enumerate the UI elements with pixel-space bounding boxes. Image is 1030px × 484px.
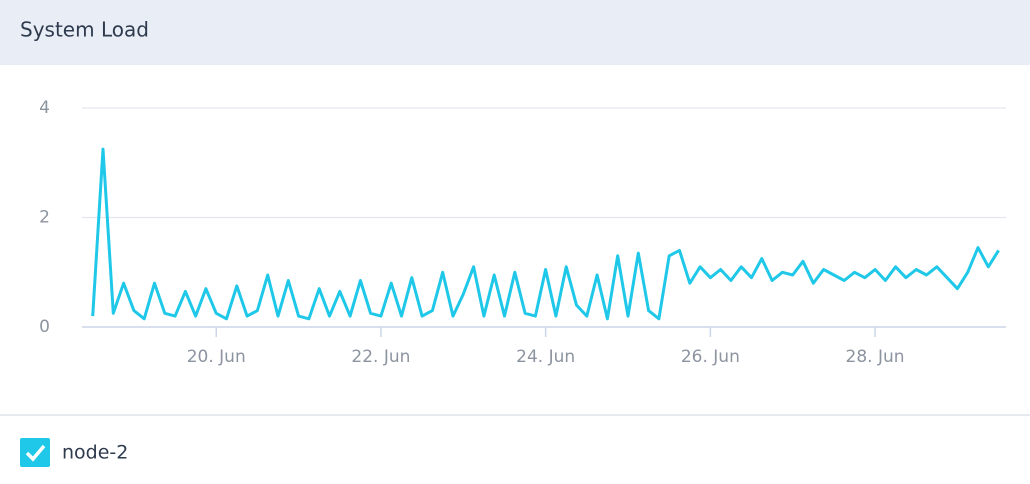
x-tick-label: 24. Jun [516, 347, 575, 367]
x-tick-label: 26. Jun [681, 347, 740, 367]
y-tick-label: 2 [39, 208, 50, 228]
x-tick-label: 28. Jun [846, 347, 905, 367]
legend-checkbox[interactable] [20, 438, 50, 467]
y-tick-label: 4 [39, 98, 50, 118]
y-tick-label: 0 [39, 317, 50, 337]
x-tick-label: 22. Jun [351, 347, 410, 367]
series-line [91, 147, 1000, 321]
checkbox[interactable] [20, 438, 50, 467]
check-icon [25, 444, 46, 462]
panel-title: System Load [20, 18, 149, 42]
legend-label[interactable]: node-2 [62, 442, 128, 464]
header [0, 0, 1030, 65]
x-tick-label: 20. Jun [187, 347, 246, 367]
